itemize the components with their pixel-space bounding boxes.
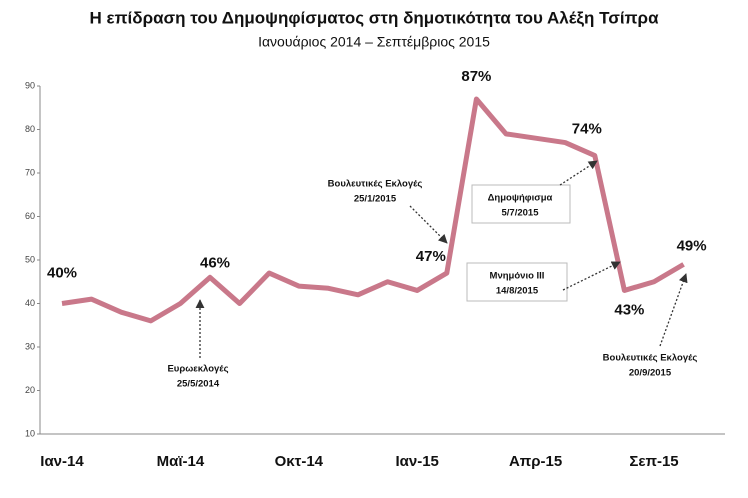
annotation-text: Δημοψήφισμα [488, 193, 553, 204]
value-label: 46% [200, 254, 230, 271]
x-tick-label: Σεπ-15 [629, 453, 678, 470]
annotation-arrow [409, 205, 448, 244]
annotation-box [471, 184, 571, 224]
value-label: 74% [572, 121, 602, 138]
annotation-text: Βουλευτικές Εκλογές [328, 179, 423, 190]
chart-title: Η επίδραση του Δημοψηφίσματος στη δημοτι… [89, 8, 659, 27]
y-tick-label: 80 [25, 124, 35, 134]
y-tick-label: 40 [25, 298, 35, 308]
value-label: 43% [614, 301, 644, 318]
x-tick-label: Απρ-15 [509, 453, 562, 470]
value-label: 40% [47, 264, 77, 281]
y-tick-label: 10 [25, 428, 35, 438]
annotation-arrow [562, 261, 621, 291]
annotation-arrow [559, 160, 598, 186]
y-tick-label: 60 [25, 211, 35, 221]
y-tick-label: 50 [25, 254, 35, 264]
annotation-text: 20/9/2015 [629, 368, 672, 379]
data-line [61, 96, 685, 324]
x-tick-label: Μαϊ-14 [157, 453, 205, 470]
x-tick-label: Ιαν-14 [40, 453, 84, 470]
chart-subtitle: Ιανουάριος 2014 – Σεπτέμβριος 2015 [258, 34, 490, 50]
value-label: 87% [461, 68, 491, 85]
annotation-text: 25/5/2014 [177, 379, 220, 390]
annotation-text: 5/7/2015 [502, 208, 540, 219]
x-tick-label: Οκτ-14 [275, 453, 324, 470]
value-label: 49% [677, 237, 707, 254]
annotation-text: 14/8/2015 [496, 286, 539, 297]
x-tick-label: Ιαν-15 [395, 453, 438, 470]
y-tick-label: 20 [25, 385, 35, 395]
annotation-text: Βουλευτικές Εκλογές [603, 353, 698, 364]
annotation-box [466, 262, 568, 302]
annotation-text: Μνημόνιο ΙΙΙ [490, 271, 545, 282]
annotation-arrow [659, 273, 688, 347]
y-tick-label: 90 [25, 80, 35, 90]
y-tick-label: 30 [25, 341, 35, 351]
value-label: 47% [416, 248, 446, 265]
annotation-text: Ευρωεκλογές [167, 364, 228, 375]
annotation-text: 25/1/2015 [354, 194, 397, 205]
y-tick-label: 70 [25, 167, 35, 177]
